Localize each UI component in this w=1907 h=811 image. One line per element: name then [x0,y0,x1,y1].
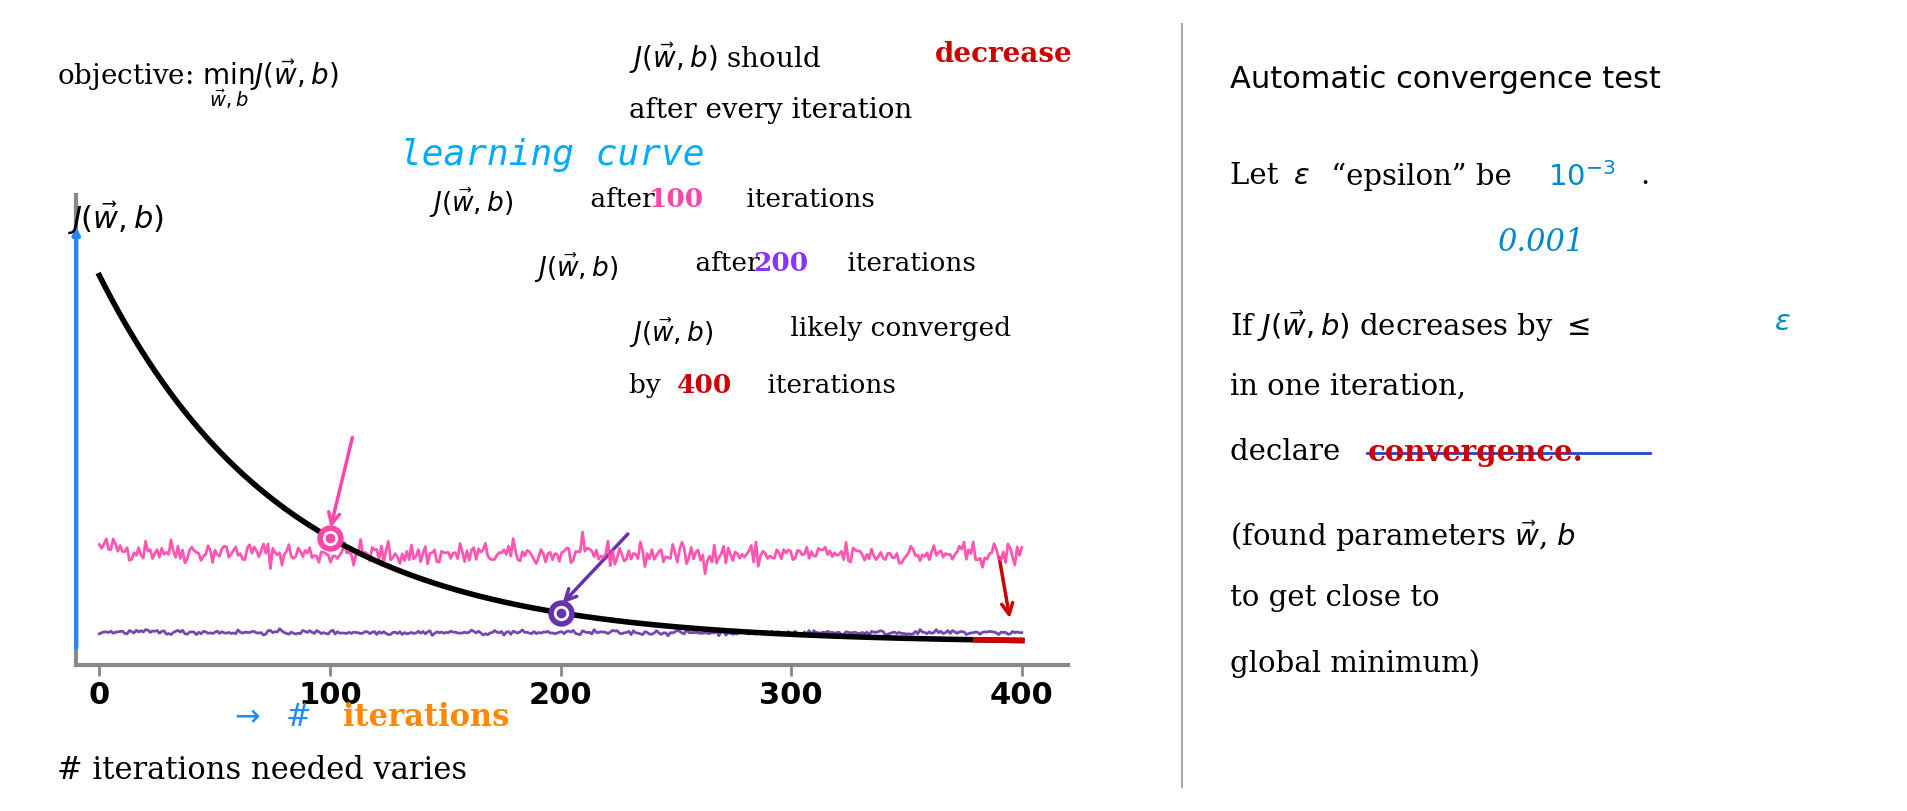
Text: Let: Let [1230,162,1287,191]
Text: after: after [582,187,662,212]
Text: after every iteration: after every iteration [629,97,913,124]
Text: “epsilon” be: “epsilon” be [1322,162,1520,191]
Text: objective: $\underset{\vec{w},b}{\min}J(\vec{w},b)$: objective: $\underset{\vec{w},b}{\min}J(… [57,57,339,110]
Text: $10^{-3}$: $10^{-3}$ [1548,162,1617,192]
Text: after: after [687,251,767,277]
Text: learning curve: learning curve [400,138,706,172]
Text: declare: declare [1230,438,1350,466]
Text: iterations: iterations [343,702,509,733]
Text: (found parameters $\vec{w}$, $b$: (found parameters $\vec{w}$, $b$ [1230,519,1575,555]
Text: 200: 200 [753,251,809,277]
Text: .: . [1640,162,1650,191]
Text: $J(\vec{w},b)$: $J(\vec{w},b)$ [534,251,618,285]
Text: If $J(\vec{w},b)$ decreases by $\leq$: If $J(\vec{w},b)$ decreases by $\leq$ [1230,308,1590,344]
Text: $\rightarrow$  #: $\rightarrow$ # [229,702,313,733]
Text: $J(\vec{w},b)$: $J(\vec{w},b)$ [67,200,164,238]
Text: $J(\vec{w},b)$ should: $J(\vec{w},b)$ should [629,41,822,75]
Text: in one iteration,: in one iteration, [1230,373,1466,401]
Text: iterations: iterations [759,373,896,398]
Text: $\varepsilon$: $\varepsilon$ [1774,308,1791,337]
Text: iterations: iterations [738,187,875,212]
Text: $\varepsilon$: $\varepsilon$ [1293,162,1310,191]
Text: 100: 100 [648,187,704,212]
Text: $J(\vec{w},b)$: $J(\vec{w},b)$ [629,316,713,350]
Text: $J(\vec{w},b)$: $J(\vec{w},b)$ [429,187,513,220]
Text: likely converged: likely converged [782,316,1011,341]
Text: by: by [629,373,669,398]
Text: decrease: decrease [934,41,1072,67]
Text: global minimum): global minimum) [1230,649,1480,678]
Text: 400: 400 [677,373,732,398]
Text: # iterations needed varies: # iterations needed varies [57,755,467,786]
Text: convergence.: convergence. [1367,438,1583,467]
Text: Automatic convergence test: Automatic convergence test [1230,65,1661,94]
Text: 0.001: 0.001 [1497,227,1585,258]
Text: to get close to: to get close to [1230,584,1440,612]
Text: iterations: iterations [839,251,976,277]
